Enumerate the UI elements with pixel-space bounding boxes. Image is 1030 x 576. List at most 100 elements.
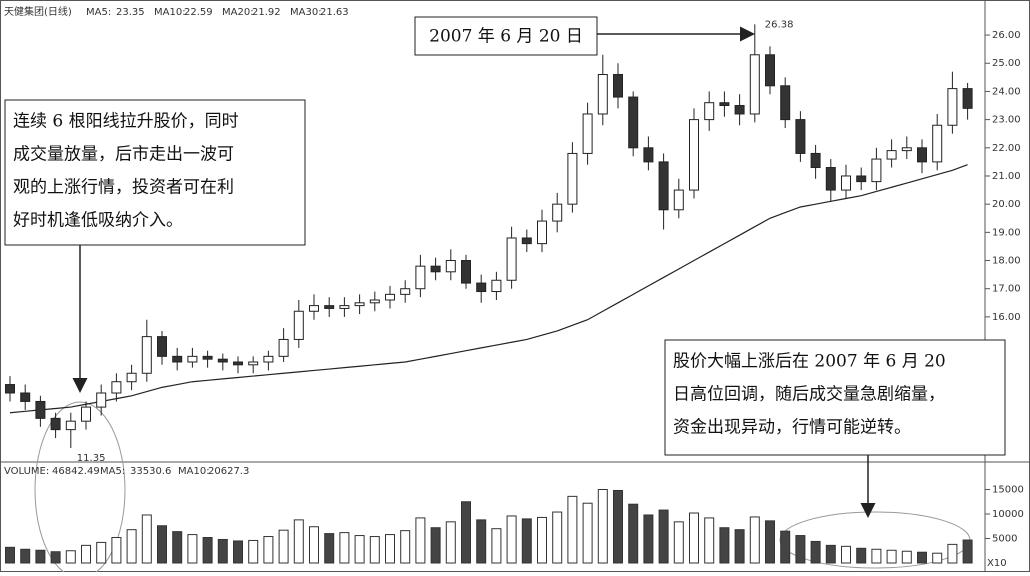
volume-bar bbox=[917, 551, 927, 564]
y-tick-label: 24.00 bbox=[992, 86, 1021, 97]
candle-body bbox=[871, 158, 882, 183]
candle-body bbox=[825, 167, 836, 191]
volume-bar bbox=[841, 545, 851, 564]
candle-body bbox=[369, 299, 380, 304]
legend-name: MA30: bbox=[290, 7, 322, 18]
candle-body bbox=[810, 152, 821, 169]
peak-label: 26.38 bbox=[765, 19, 794, 30]
volume-bar bbox=[400, 530, 411, 564]
candle-body bbox=[537, 220, 547, 245]
annotation-text: 股价大幅上涨后在 2007 年 6 月 20 bbox=[673, 352, 946, 372]
candle-body bbox=[917, 147, 927, 163]
candle-body bbox=[415, 265, 426, 290]
volume-bar bbox=[172, 531, 183, 564]
volume-bar bbox=[324, 533, 335, 564]
candle-body bbox=[172, 355, 183, 363]
candle-body bbox=[430, 265, 441, 273]
candle-body bbox=[552, 203, 563, 222]
candle-body bbox=[187, 355, 198, 363]
candle-body bbox=[749, 54, 760, 115]
y-tick-label: 22.00 bbox=[992, 143, 1021, 154]
volume-bar bbox=[81, 544, 91, 564]
annotation-box bbox=[414, 16, 598, 56]
volume-bar bbox=[20, 548, 31, 564]
volume-bar bbox=[415, 517, 426, 564]
volume-bar bbox=[248, 539, 259, 564]
volume-label: VOLUME: bbox=[4, 466, 49, 477]
candle-body bbox=[217, 358, 228, 363]
candle-body bbox=[567, 152, 578, 205]
highlight-ellipse bbox=[34, 401, 126, 576]
volume-bar bbox=[567, 495, 578, 564]
candle-body bbox=[339, 305, 350, 309]
volume-value: 46842.49 bbox=[52, 466, 100, 477]
chart-title: 天健集团(日线) bbox=[4, 5, 72, 18]
candle-body bbox=[202, 355, 213, 360]
volume-bar bbox=[369, 536, 380, 564]
volume-bar bbox=[217, 538, 228, 564]
candle-body bbox=[476, 282, 487, 293]
volume-bar bbox=[111, 537, 122, 564]
candle-body bbox=[841, 175, 851, 191]
candle-body bbox=[673, 189, 684, 211]
candle-body bbox=[233, 361, 243, 366]
y-tick-label: 21.00 bbox=[992, 171, 1021, 182]
candle-body bbox=[962, 88, 973, 109]
volume-bar bbox=[871, 548, 882, 564]
candle-body bbox=[597, 74, 608, 115]
candle-body bbox=[613, 74, 623, 98]
volume-bar bbox=[704, 517, 715, 564]
volume-bar bbox=[65, 550, 76, 564]
volume-bar bbox=[445, 521, 456, 564]
volume-bar bbox=[613, 489, 623, 564]
candle-body bbox=[96, 392, 107, 408]
y-tick-label: 20.00 bbox=[992, 199, 1021, 210]
candle-body bbox=[689, 119, 699, 191]
volume-bar bbox=[233, 540, 243, 564]
volume-bar bbox=[780, 530, 791, 564]
candle-body bbox=[263, 355, 274, 363]
candle-body bbox=[506, 237, 517, 281]
annotation-box bbox=[664, 339, 1006, 456]
candle-body bbox=[293, 310, 304, 340]
candle-body bbox=[932, 124, 943, 163]
volume-bar bbox=[126, 529, 137, 564]
volume-bar bbox=[552, 511, 563, 564]
legend-name: MA5: bbox=[100, 466, 125, 477]
candle-body bbox=[901, 147, 912, 152]
volume-bar bbox=[263, 536, 274, 564]
legend-name: MA5: bbox=[86, 7, 111, 18]
candle-body bbox=[248, 361, 259, 366]
candle-body bbox=[141, 336, 152, 374]
volume-bar bbox=[719, 527, 730, 564]
volume-bar bbox=[962, 539, 973, 564]
candle-body bbox=[385, 293, 395, 301]
volume-bar bbox=[339, 532, 350, 564]
candle-body bbox=[157, 336, 167, 357]
candle-body bbox=[719, 102, 730, 107]
candle-body bbox=[856, 175, 867, 183]
annotation-text: 连续 6 根阳线拉升股价，同时 bbox=[13, 112, 239, 132]
y-tick-label: 25.00 bbox=[992, 58, 1021, 69]
candle-body bbox=[35, 400, 46, 419]
volume-bar bbox=[141, 514, 152, 564]
volume-bar bbox=[734, 529, 745, 564]
candle-body bbox=[309, 305, 319, 312]
annotation-text: 资金出现异动，行情可能逆转。 bbox=[673, 418, 911, 438]
candle-body bbox=[354, 302, 365, 307]
candle-body bbox=[628, 96, 639, 149]
candle-body bbox=[704, 102, 715, 121]
y-tick-label: 5000 bbox=[992, 534, 1017, 545]
low-label: 11.35 bbox=[77, 453, 106, 464]
volume-bar bbox=[293, 519, 304, 564]
candle-body bbox=[643, 147, 654, 163]
date-box-text: 2007 年 6 月 20 日 bbox=[429, 27, 583, 47]
candle-body bbox=[65, 420, 76, 431]
volume-bar bbox=[430, 527, 441, 564]
legend-value: 33530.6 bbox=[130, 466, 171, 477]
candle-body bbox=[658, 161, 669, 211]
volume-bar bbox=[5, 546, 15, 564]
volume-bar bbox=[202, 537, 213, 564]
candle-body bbox=[947, 88, 958, 126]
volume-bar bbox=[506, 515, 517, 564]
